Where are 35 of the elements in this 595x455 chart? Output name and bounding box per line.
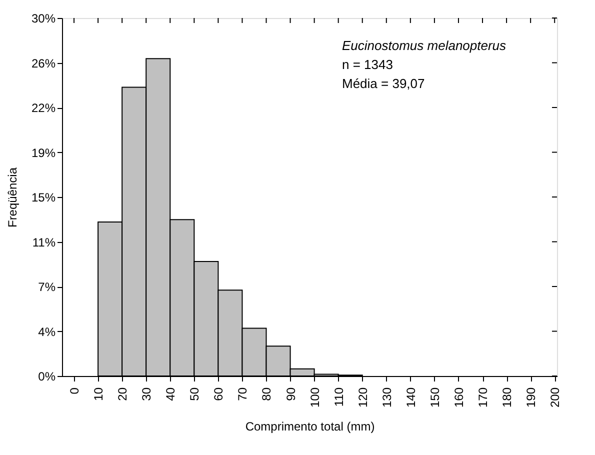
x-tick-label: 180 [500,387,514,408]
x-tick-label: 80 [260,387,274,401]
annotation: n = 1343 [342,57,393,72]
y-tick-label: 11% [32,235,56,250]
x-tick-label: 120 [356,387,370,408]
x-tick-label: 0 [68,387,82,394]
x-tick-label: 200 [548,387,562,408]
x-tick-label: 110 [332,387,346,407]
x-tick-label: 70 [236,387,250,401]
x-tick-label: 190 [524,387,538,408]
x-tick-label: 50 [188,387,202,401]
y-tick-label: 15% [31,190,56,204]
x-tick-label: 150 [428,387,442,408]
x-axis-title: Comprimento total (mm) [245,420,375,434]
y-axis-title: Freqüência [5,167,20,228]
y-tick-label: 4% [38,324,56,339]
annotation: Média = 39,07 [342,76,425,91]
x-tick-label: 100 [308,387,322,408]
y-tick-label: 22% [31,101,56,115]
x-tick-label: 60 [212,387,226,401]
x-tick-label: 30 [140,387,154,401]
y-tick-label: 30% [31,12,56,26]
x-tick-label: 90 [284,387,298,401]
x-tick-label: 160 [452,387,466,408]
x-tick-label: 140 [404,387,418,408]
y-tick-label: 26% [31,56,56,70]
annotation: Eucinostomus melanopterus [342,38,507,53]
x-tick-label: 130 [380,387,394,408]
x-tick-label: 170 [476,387,490,408]
y-tick-label: 7% [38,280,56,294]
x-tick-label: 40 [164,387,178,401]
y-tick-label: 19% [31,146,56,160]
y-tick-label: 0% [38,370,56,384]
x-tick-label: 20 [116,387,130,401]
x-tick-label: 10 [92,387,106,401]
